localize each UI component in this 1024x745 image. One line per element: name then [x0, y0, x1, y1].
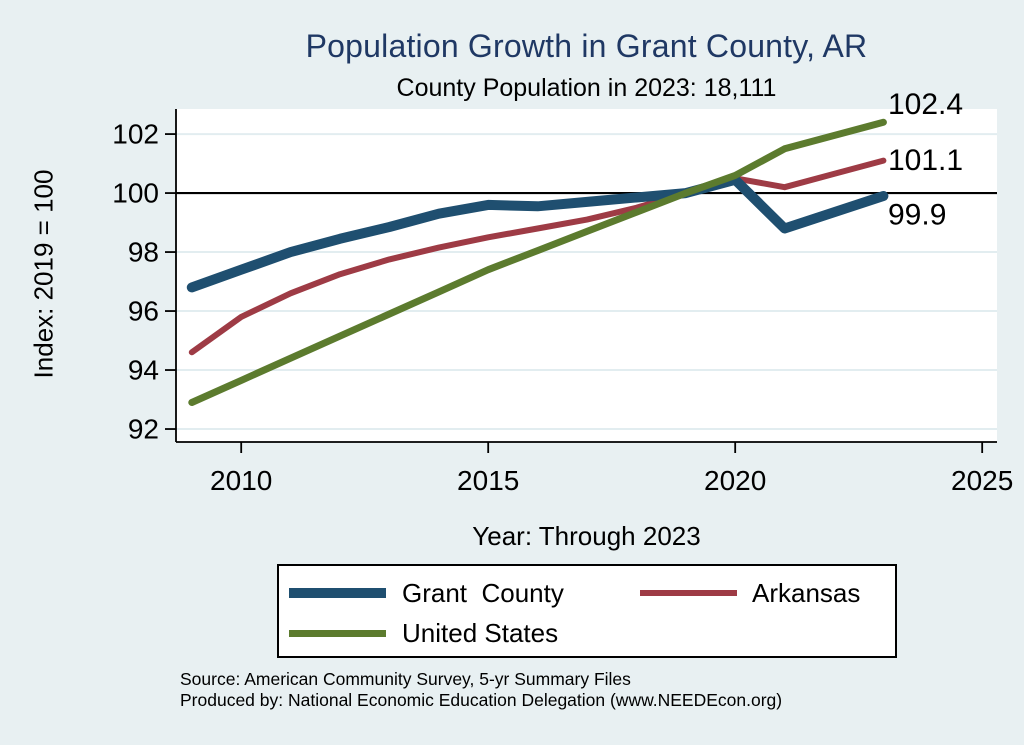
- y-tick-label-98: 98: [128, 237, 159, 268]
- series-line-grant-county: [186, 174, 889, 293]
- legend-label-arkansas: Arkansas: [752, 578, 861, 608]
- end-label-united-states: 102.4: [888, 88, 963, 121]
- y-tick-label-100: 100: [112, 178, 159, 209]
- x-tick-label-2015: 2015: [457, 465, 519, 496]
- legend-box: Grant County Arkansas United States: [277, 564, 897, 658]
- legend-swatch-grant-county: [289, 588, 386, 598]
- series-line-arkansas: [188, 157, 887, 356]
- produced-by-line: Produced by: National Economic Education…: [180, 690, 783, 710]
- y-tick-label-92: 92: [128, 414, 159, 445]
- legend-swatch-arkansas: [640, 590, 737, 596]
- legend-swatch-united-states: [289, 629, 386, 637]
- y-tick-label-102: 102: [112, 119, 159, 150]
- x-tick-label-2010: 2010: [210, 465, 272, 496]
- chart-subtitle: County Population in 2023: 18,111: [396, 74, 777, 102]
- y-tick-label-94: 94: [128, 355, 159, 386]
- plot-area: [176, 109, 997, 442]
- chart-title: Population Growth in Grant County, AR: [305, 28, 868, 64]
- y-axis-title: Index: 2019 = 100: [28, 169, 59, 379]
- x-axis-title: Year: Through 2023: [472, 521, 701, 551]
- series-line-united-states: [188, 118, 887, 406]
- source-block: Source: American Community Survey, 5-yr …: [180, 669, 782, 711]
- source-line: Source: American Community Survey, 5-yr …: [180, 669, 631, 689]
- legend-label-grant-county: Grant County: [402, 578, 564, 608]
- legend-label-united-states: United States: [402, 618, 559, 648]
- y-tick-label-96: 96: [128, 296, 159, 327]
- x-tick-label-2020: 2020: [704, 465, 766, 496]
- end-label-arkansas: 101.1: [888, 144, 963, 177]
- x-tick-label-2025: 2025: [951, 465, 1013, 496]
- end-label-grant-county: 99.9: [888, 199, 946, 232]
